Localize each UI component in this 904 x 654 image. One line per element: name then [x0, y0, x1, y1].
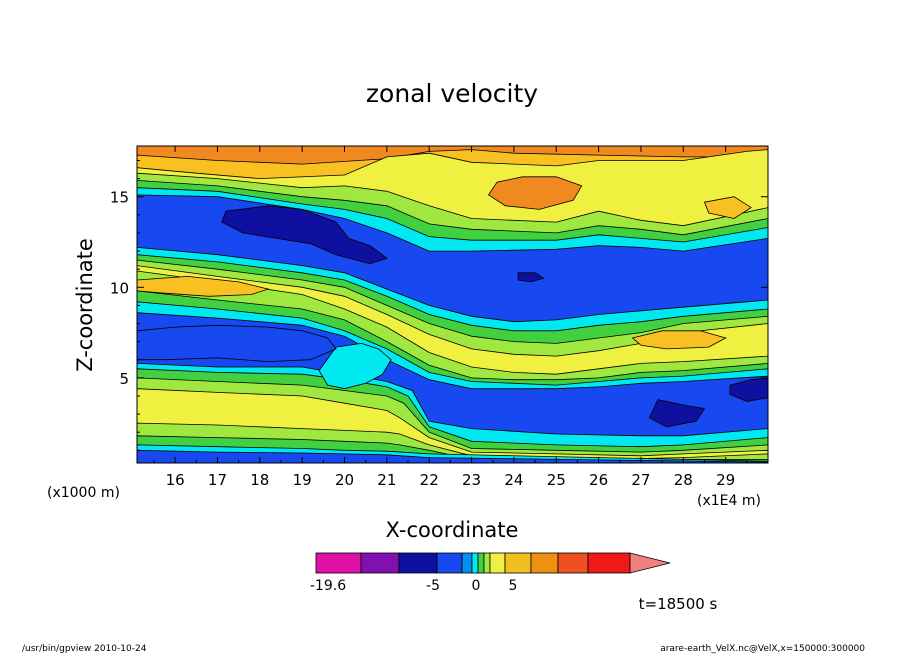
x-tick-label: 20 — [335, 471, 354, 489]
contour-cell-9 — [137, 324, 337, 363]
x-unit-right: (x1E4 m) — [697, 493, 761, 509]
contour-cell-2 — [648, 399, 706, 428]
x-tick-label: 21 — [377, 471, 396, 489]
colorbar-swatch — [398, 552, 438, 574]
x-tick-label: 29 — [716, 471, 735, 489]
colorbar-swatch — [504, 552, 532, 574]
colorbar-swatch — [489, 552, 506, 574]
colorbar-swatch — [587, 552, 631, 574]
x-unit-left: (x1000 m) — [47, 485, 120, 501]
x-tick-label: 24 — [504, 471, 523, 489]
contour-cell-5 — [703, 196, 752, 219]
x-tick-label: 26 — [589, 471, 608, 489]
contour-cell-8 — [318, 342, 392, 390]
footer-left: /usr/bin/gpview 2010-10-24 — [22, 644, 147, 654]
x-axis-label: X-coordinate — [386, 518, 519, 542]
colorbar-label: 0 — [472, 578, 481, 594]
colorbar-swatch — [436, 552, 463, 574]
contour-cell-7 — [631, 330, 727, 350]
contour-cell-0 — [221, 205, 388, 265]
colorbar-swatch — [530, 552, 559, 574]
x-tick-label: 25 — [547, 471, 566, 489]
time-label: t=18500 s — [639, 595, 718, 613]
y-tick-label: 5 — [119, 370, 129, 388]
colorbar-label: 5 — [509, 578, 518, 594]
colorbar-swatch — [483, 552, 491, 574]
footer-right: arare-earth_VelX.nc@VelX,x=150000:300000 — [660, 644, 865, 654]
y-tick-label: 15 — [110, 189, 129, 207]
colorbar-label: -19.6 — [310, 578, 346, 594]
contour-band-22 — [137, 449, 768, 463]
colorbar-arrow — [629, 552, 671, 574]
colorbar-label: -5 — [426, 578, 440, 594]
x-tick-label: 28 — [674, 471, 693, 489]
colorbar: -19.6 -5 0 5 — [310, 552, 671, 594]
x-tick-label: 19 — [293, 471, 312, 489]
contour-cell-3 — [729, 377, 768, 402]
colorbar-swatch — [557, 552, 589, 574]
plot-frame — [136, 145, 769, 464]
colorbar-swatch — [461, 552, 473, 574]
y-tick-label: 10 — [110, 279, 129, 297]
y-axis-label: Z-coordinate — [73, 238, 97, 372]
contour-cell-1 — [517, 272, 545, 283]
colorbar-swatch — [477, 552, 485, 574]
x-tick-label: 27 — [631, 471, 650, 489]
x-tick-label: 23 — [462, 471, 481, 489]
colorbar-swatch — [360, 552, 400, 574]
contour-cell-6 — [137, 275, 270, 297]
chart-title: zonal velocity — [366, 79, 538, 108]
x-tick-label: 17 — [208, 471, 227, 489]
colorbar-swatch — [471, 552, 479, 574]
contour-cell-4 — [487, 176, 583, 210]
plot-area — [136, 145, 769, 464]
colorbar-swatch — [315, 552, 362, 574]
x-tick-label: 16 — [166, 471, 185, 489]
x-tick-label: 18 — [250, 471, 269, 489]
x-tick-label: 22 — [420, 471, 439, 489]
